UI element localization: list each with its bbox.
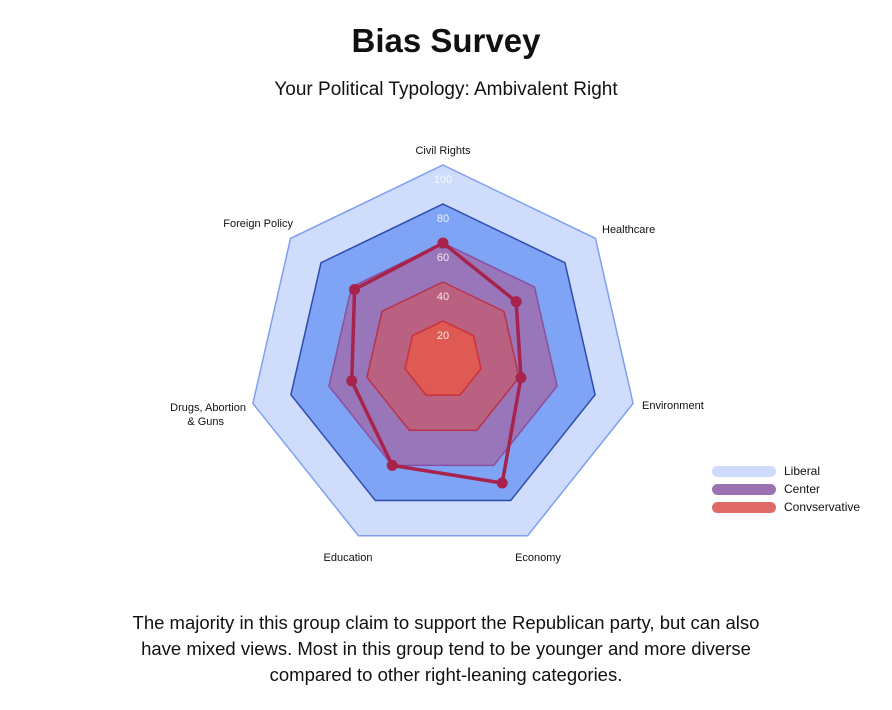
page-title: Bias Survey [351,22,541,59]
legend-swatch-conservative [712,501,776,513]
legend-item-center: Center [712,480,860,498]
tick-label: 40 [437,291,449,303]
data-point [510,296,522,308]
legend: Liberal Center Convservative [712,462,860,516]
legend-swatch-liberal [712,465,776,477]
legend-label: Convservative [784,500,861,514]
legend-label: Center [784,482,821,496]
typology-description: The majority in this group claim to supp… [132,612,760,685]
legend-item-conservative: Convservative [712,498,860,516]
data-point [346,375,358,387]
data-line [349,241,523,485]
axis-label: & Guns [187,416,224,428]
typology-subtitle: Your Political Typology: Ambivalent Righ… [274,79,618,100]
data-point [515,372,527,384]
axis-label: Healthcare [602,224,655,236]
legend-label: Liberal [784,464,821,478]
axis-label: Economy [515,552,561,564]
data-point [386,459,398,471]
legend-item-liberal: Liberal [712,462,860,480]
radar-chart: 20 40 60 80 100 Civil Rights Healthcare Environ… [170,145,704,564]
axis-label: Education [324,552,373,564]
axis-label: Drugs, Abortion [170,402,246,414]
tick-label: 100 [434,174,452,186]
data-point [496,477,508,489]
tick-label: 60 [437,252,449,264]
legend-swatch-center [712,483,776,495]
data-point [349,283,361,295]
axis-label: Environment [642,400,704,412]
axis-label: Civil Rights [415,145,471,157]
tick-label: 80 [437,213,449,225]
tick-label: 20 [437,330,449,342]
band-20 [404,320,482,396]
axis-label: Foreign Policy [223,218,293,230]
data-point [437,237,449,249]
